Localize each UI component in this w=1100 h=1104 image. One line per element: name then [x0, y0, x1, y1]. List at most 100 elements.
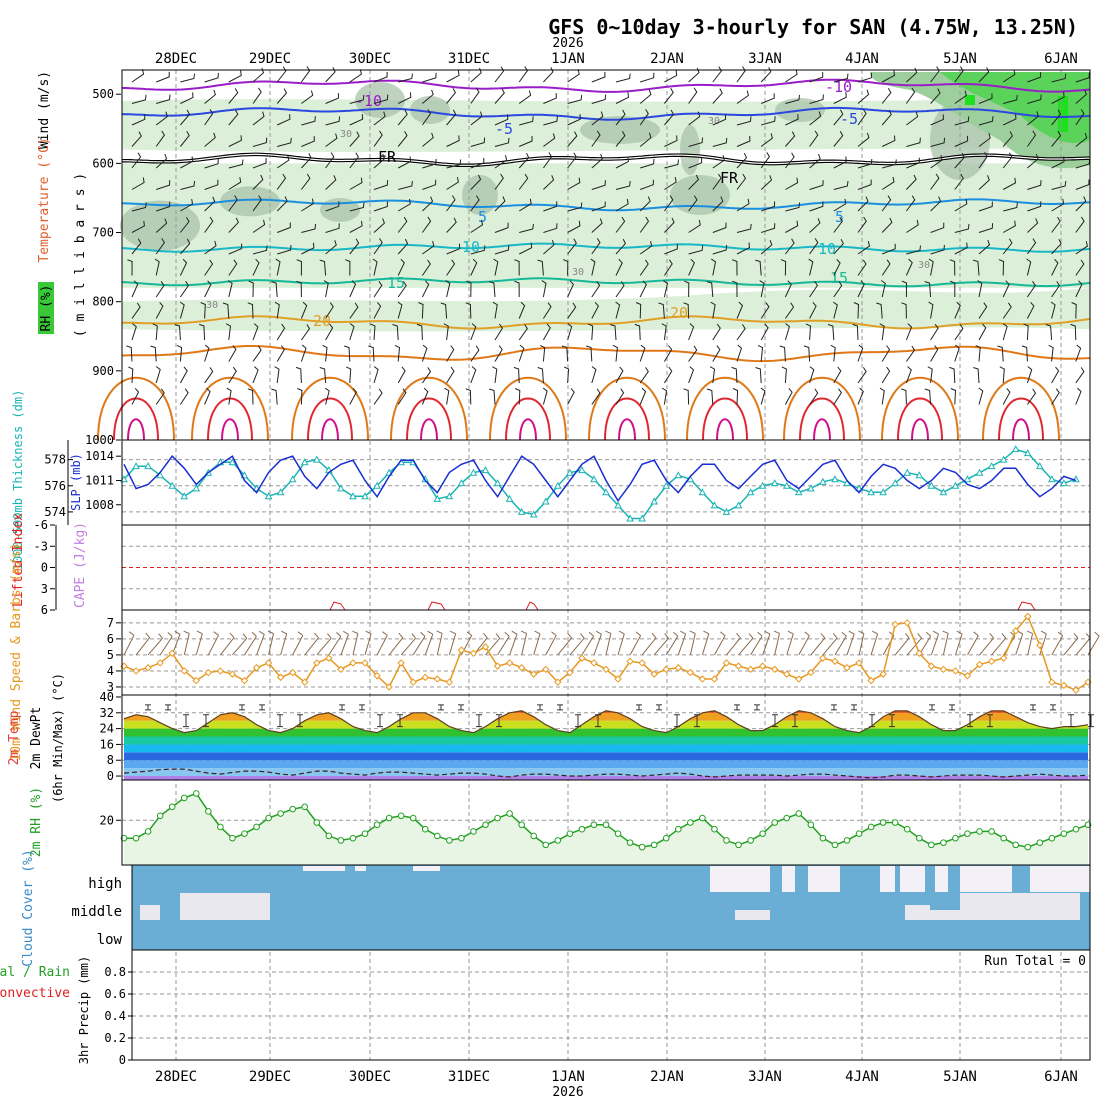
wind-barb	[755, 259, 762, 276]
wind-barb	[1027, 111, 1039, 126]
wind-barb	[131, 302, 141, 319]
wind-barb	[761, 223, 776, 233]
warm-tongue	[897, 397, 943, 441]
wind10m-point	[578, 654, 586, 662]
wind-barb	[397, 388, 407, 405]
wind-barb	[1002, 113, 1017, 126]
warm-tongue	[813, 418, 831, 441]
surface-wind-barb	[135, 632, 151, 656]
wind-barb	[156, 180, 171, 190]
wind-barb	[567, 202, 583, 212]
date-label-bottom: 29DEC	[249, 1069, 291, 1085]
pressure-tick: 900	[92, 364, 114, 378]
wind-barb	[323, 280, 329, 298]
wind-barb	[640, 158, 655, 169]
rh-band-mid	[122, 163, 1090, 288]
wind10m-point	[361, 659, 369, 667]
wind-barb	[252, 87, 262, 104]
wind-barb	[228, 345, 237, 362]
temp-minmax-bar	[734, 704, 740, 711]
wind10m-point	[710, 675, 719, 683]
temp-minmax-bar	[831, 704, 837, 711]
wind-barb	[155, 153, 168, 169]
surface-wind-barb	[267, 630, 274, 656]
surface-wind-barb	[436, 630, 443, 656]
wind-barb	[131, 69, 145, 83]
wind-barb	[975, 344, 981, 362]
wind-barb	[421, 259, 431, 276]
wind-barb	[422, 89, 434, 104]
wind-barb	[615, 301, 621, 319]
wind-barb	[325, 93, 340, 104]
wind-barb	[252, 323, 259, 341]
temp-minmax-bar	[537, 704, 543, 711]
wind-barb	[663, 280, 669, 298]
thickness-point	[638, 514, 646, 522]
date-label-bottom: 28DEC	[155, 1069, 197, 1085]
wind-barb	[857, 280, 865, 298]
wind-barb	[392, 324, 399, 341]
temp-band	[124, 710, 1088, 713]
temp-minmax-bar	[772, 714, 778, 728]
rh2m-point	[711, 825, 718, 833]
year-label-bottom: 2026	[552, 1085, 583, 1100]
wind-barb	[954, 66, 964, 83]
surface-wind-barb	[653, 633, 669, 656]
thickness-point	[180, 492, 189, 500]
wind-barb	[494, 66, 505, 83]
wind-barb	[930, 222, 945, 233]
surface-wind-barb	[147, 633, 163, 656]
wind-barb	[176, 344, 183, 362]
wind-barb	[373, 218, 385, 233]
surface-wind-barb	[858, 630, 865, 656]
rh2m-point	[566, 830, 574, 837]
warm-tongue	[221, 418, 239, 441]
thickness-point	[457, 479, 466, 487]
wind10m-point	[783, 670, 791, 678]
wind-barb	[543, 133, 556, 147]
wind-barb	[1002, 388, 1011, 405]
wind-barb	[325, 323, 334, 341]
temp-minmax-bar	[1068, 714, 1074, 728]
wind-barb	[639, 259, 649, 276]
rh2m-point	[518, 821, 525, 829]
wind-barb	[688, 67, 700, 83]
wind-barb	[857, 89, 870, 104]
cloud-mid-block	[140, 905, 160, 920]
rh2m-point	[578, 825, 586, 833]
wind-barb	[736, 198, 750, 212]
thickness-point	[445, 492, 454, 500]
wind-barb	[591, 238, 601, 255]
wind-barb	[252, 219, 266, 233]
thickness-tick: 578	[44, 453, 66, 467]
wind-barb	[615, 238, 626, 255]
rh2m-point	[421, 825, 429, 833]
wind-barb	[928, 301, 934, 319]
rh2m-point	[687, 819, 694, 826]
wind-barb	[785, 202, 801, 212]
wind-barb	[373, 388, 383, 405]
temp-axis-label: Temperature (°C)	[37, 137, 52, 262]
cape-axis-label: CAPE (J/kg)	[73, 522, 88, 608]
temp-minmax-bar	[889, 714, 895, 728]
wind-barb	[180, 156, 194, 169]
wind-barb	[228, 177, 242, 190]
wind-barb	[712, 88, 723, 104]
wind-barb	[179, 258, 188, 276]
wind-barb	[155, 281, 165, 298]
wind10m-point	[445, 678, 454, 686]
wind-barb	[664, 217, 675, 233]
wind-barb	[494, 345, 503, 362]
thickness-point	[1011, 445, 1020, 453]
wind-barb	[518, 66, 529, 83]
wind10m-point	[939, 665, 948, 674]
wind-barb	[543, 116, 558, 126]
wind-barb	[421, 367, 432, 384]
wind-barb	[470, 157, 485, 169]
wind-barb	[228, 217, 240, 233]
rh2m-point	[783, 814, 791, 822]
wind-barb	[252, 195, 262, 212]
temp-minmax-bar	[476, 714, 482, 728]
wind-barb	[397, 301, 403, 319]
wind10m-point	[276, 673, 285, 682]
